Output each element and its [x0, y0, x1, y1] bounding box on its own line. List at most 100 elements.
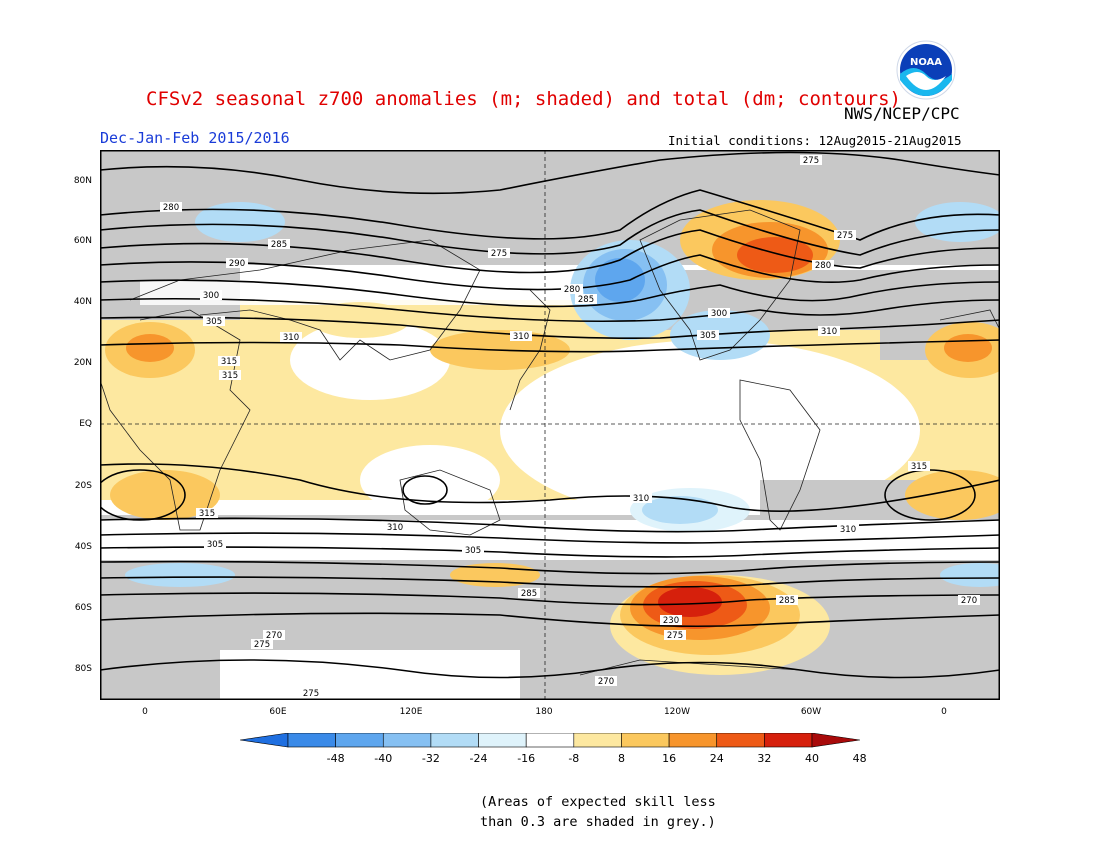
lon-label: 0	[142, 707, 148, 717]
coastlines	[100, 209, 1000, 676]
contour-label: 275	[251, 639, 273, 650]
contour-label: 270	[263, 630, 285, 641]
svg-text:275: 275	[254, 640, 270, 650]
contour-label: 300	[200, 290, 222, 301]
contour-label: 310	[280, 332, 302, 343]
lat-label: 60N	[73, 236, 92, 246]
colorbar	[240, 733, 860, 748]
svg-text:300: 300	[203, 291, 219, 301]
svg-text:275: 275	[837, 231, 853, 241]
colorbar-tick-label: 48	[852, 752, 867, 765]
svg-text:305: 305	[700, 331, 716, 341]
lat-label: 80N	[73, 176, 92, 186]
contour-label: 305	[203, 316, 225, 327]
svg-text:270: 270	[961, 596, 977, 606]
contour-label: 270	[958, 595, 980, 606]
svg-text:280: 280	[564, 285, 580, 295]
contour-label: 285	[268, 239, 290, 250]
svg-text:285: 285	[578, 295, 594, 305]
svg-text:305: 305	[207, 540, 223, 550]
colorbar-arrow-high	[811, 733, 860, 748]
colorbar-segment	[287, 733, 336, 748]
contour-label: 315	[908, 461, 930, 472]
lat-label: 20N	[73, 358, 92, 368]
lon-label: 120W	[663, 707, 691, 717]
svg-text:275: 275	[303, 689, 319, 699]
noaa-logo-icon: NOAA	[896, 40, 956, 100]
lat-label: 40N	[73, 297, 92, 307]
svg-text:230: 230	[663, 616, 679, 626]
contour-label: 270	[595, 676, 617, 687]
contour-label: 305	[204, 539, 226, 550]
colorbar-segment	[525, 733, 575, 748]
skill-note-line: than 0.3 are shaded in grey.)	[480, 814, 716, 830]
colorbar-segment	[621, 733, 670, 748]
lat-label: 80S	[74, 664, 92, 674]
lon-label: 0	[941, 707, 947, 717]
svg-text:300: 300	[711, 309, 727, 319]
svg-text:305: 305	[206, 317, 222, 327]
lat-label: 40S	[74, 542, 92, 552]
lat-label: 60S	[74, 603, 92, 613]
contour-label: 310	[630, 493, 652, 504]
lon-label: 180	[535, 707, 553, 717]
contour-label: 305	[697, 330, 719, 341]
colorbar-tick-label: 16	[662, 752, 677, 765]
lon-label: 60W	[800, 707, 822, 717]
colorbar-segment	[573, 733, 622, 748]
svg-text:310: 310	[387, 523, 403, 533]
svg-text:270: 270	[266, 631, 282, 641]
contour-label: 230	[660, 615, 682, 626]
contour-label: 315	[218, 356, 240, 367]
contour-label: 280	[160, 202, 182, 213]
colorbar-tick-label: 40	[805, 752, 819, 765]
svg-text:310: 310	[283, 333, 299, 343]
colorbar-tick-label: -48	[326, 752, 345, 765]
lon-label: 60E	[269, 707, 287, 717]
skill-note: (Areas of expected skill less than 0.3 a…	[480, 792, 716, 832]
svg-text:315: 315	[199, 509, 215, 519]
contour-label: 275	[488, 248, 510, 259]
svg-text:285: 285	[271, 240, 287, 250]
svg-text:310: 310	[840, 525, 856, 535]
colorbar-tick-label: -16	[517, 752, 536, 765]
colorbar-segment	[478, 733, 527, 748]
colorbar-segment	[716, 733, 765, 748]
svg-text:315: 315	[221, 357, 237, 367]
contour-label: 315	[219, 370, 241, 381]
colorbar-tick-label: 24	[709, 752, 724, 765]
lat-label: EQ	[79, 419, 92, 429]
contour-label: 275	[834, 230, 856, 241]
svg-text:280: 280	[163, 203, 179, 213]
colorbar-segment	[382, 733, 432, 748]
contour-label: 290	[226, 258, 248, 269]
svg-text:310: 310	[513, 332, 529, 342]
svg-text:275: 275	[491, 249, 507, 259]
contour-label: 275	[664, 630, 686, 641]
contour-label: 280	[561, 284, 583, 295]
svg-text:310: 310	[633, 494, 649, 504]
svg-text:315: 315	[911, 462, 927, 472]
colorbar-segment	[668, 733, 718, 748]
colorbar-tick-label: -24	[469, 752, 488, 765]
contour-label: 315	[196, 508, 218, 519]
svg-text:315: 315	[222, 371, 238, 381]
contour-label: 285	[518, 588, 540, 599]
contours	[100, 151, 1000, 679]
map-border	[100, 150, 1000, 700]
season-label: Dec-Jan-Feb 2015/2016	[100, 129, 290, 147]
lat-label: 20S	[74, 481, 92, 491]
colorbar-tick-label: 32	[757, 752, 772, 765]
svg-text:290: 290	[229, 259, 245, 269]
contour-label: 275	[800, 155, 822, 166]
colorbar-arrow-low	[240, 733, 289, 748]
org-label: NWS/NCEP/CPC	[844, 104, 960, 123]
contour-label: 310	[510, 331, 532, 342]
svg-text:275: 275	[803, 156, 819, 166]
svg-text:310: 310	[821, 327, 837, 337]
anomaly-map: 285 280 290 300 305 310 315 310 275 275 …	[100, 150, 1000, 700]
colorbar-tick-label: 8	[617, 752, 625, 765]
colorbar-segment	[335, 733, 384, 748]
contour-label: 310	[384, 522, 406, 533]
chart-title: CFSv2 seasonal z700 anomalies (m; shaded…	[146, 88, 901, 110]
